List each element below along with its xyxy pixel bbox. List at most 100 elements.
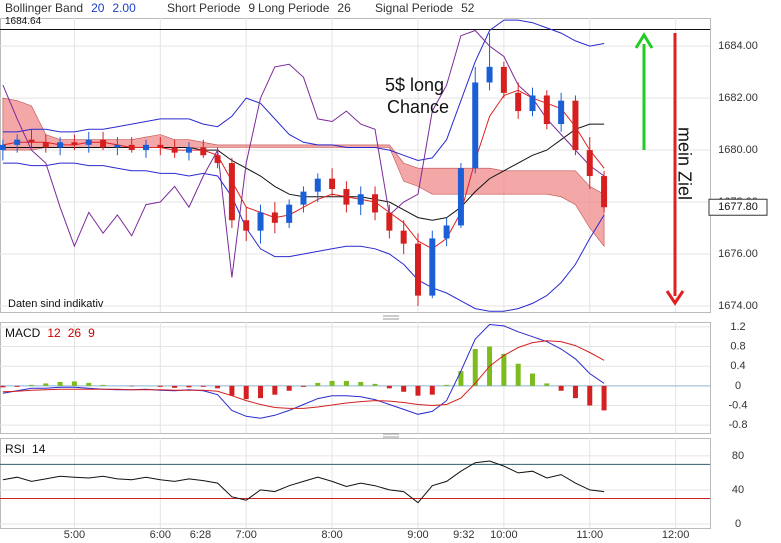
histogram-bar (28, 384, 34, 386)
candle-body (114, 144, 121, 148)
candle-body (329, 178, 336, 190)
histogram-bar (186, 385, 192, 388)
histogram-bar (472, 349, 478, 386)
candle-body (42, 142, 49, 148)
reference-label: 1684.64 (5, 16, 42, 27)
histogram-bar (172, 385, 178, 388)
candle-body (558, 100, 565, 125)
candle-body (171, 147, 178, 153)
candle-body (400, 230, 407, 244)
candle-body (343, 189, 350, 205)
line (2, 162, 605, 312)
histogram-bar (444, 384, 450, 386)
candle-body (185, 147, 192, 153)
histogram-bar (157, 385, 163, 387)
y-tick-label: 0.4 (730, 360, 745, 372)
y-tick-label: -0.8 (729, 419, 748, 431)
histogram-bar (286, 385, 292, 391)
line (2, 340, 605, 409)
note: Daten sind indikativ (8, 298, 104, 310)
candle-body (271, 212, 278, 223)
panel-title: MACD (5, 326, 41, 340)
y-tick-label: 1676.00 (718, 248, 758, 260)
x-tick-label: 10:00 (490, 529, 518, 541)
candle-body (85, 139, 92, 145)
indicator-name: Long Periode (258, 1, 330, 15)
candle-body (472, 82, 479, 169)
y-tick-label: 80 (732, 450, 744, 462)
histogram-bar (587, 385, 593, 406)
histogram-bar (229, 385, 235, 396)
candle-body (100, 139, 107, 148)
indicator-param: 20 (91, 1, 105, 15)
x-tick-label: 9:00 (407, 529, 428, 541)
indicator-param: 9 (248, 1, 255, 15)
x-tick-label: 9:32 (453, 529, 474, 541)
histogram-bar (530, 373, 535, 386)
candle-body (486, 66, 493, 83)
candle-body (157, 144, 164, 148)
histogram-bar (71, 381, 77, 386)
y-tick-label: 1674.00 (718, 300, 758, 312)
last-price-box (708, 198, 768, 216)
candle-body (515, 92, 522, 112)
histogram-bar (272, 385, 278, 395)
histogram-bar (458, 371, 464, 386)
y-tick-label: 1680.00 (718, 144, 758, 156)
price-panel-frame (0, 18, 711, 313)
candle-body (457, 168, 464, 226)
x-tick-label: 6:00 (150, 529, 171, 541)
candle-body (228, 163, 235, 221)
histogram-bar (358, 381, 364, 386)
annotation: Chance (387, 97, 449, 117)
y-tick-label: 0 (735, 518, 741, 530)
candle-body (429, 238, 436, 296)
macd-panel-frame (0, 322, 711, 434)
candle-body (443, 225, 450, 239)
histogram-bar (14, 385, 20, 387)
histogram-bar (300, 385, 306, 387)
line (2, 19, 605, 162)
candle-body (500, 66, 507, 93)
candle-body (0, 144, 6, 151)
histogram-bar (0, 385, 6, 388)
y-tick-label: 1.2 (730, 321, 745, 333)
histogram-bar (501, 353, 507, 386)
histogram-bar (386, 385, 392, 389)
indicator-param: 2.00 (112, 1, 136, 15)
candle-body (214, 155, 221, 164)
indicator-name: Bollinger Band (5, 1, 83, 15)
x-tick-label: 7:00 (235, 529, 256, 541)
candle-body (572, 100, 579, 151)
histogram-bar (215, 385, 221, 389)
histogram-bar (515, 363, 521, 386)
candle-body (543, 95, 550, 125)
histogram-bar (243, 385, 249, 400)
histogram-bar (601, 385, 607, 411)
indicator-name: Short Periode (167, 1, 241, 15)
histogram-bar (572, 385, 578, 399)
histogram-bar (57, 381, 63, 386)
x-tick-label: 5:00 (64, 529, 85, 541)
candle-body (357, 194, 364, 205)
candle-body (372, 194, 379, 213)
candle-body (200, 147, 207, 156)
candle-body (601, 176, 608, 208)
y-tick-label: 0.8 (730, 340, 745, 352)
y-tick-label: 0 (735, 380, 741, 392)
histogram-bar (544, 383, 550, 386)
x-tick-label: 6:28 (190, 529, 211, 541)
line (2, 29, 605, 278)
line (2, 460, 605, 504)
panel-resize-handle[interactable] (383, 315, 399, 320)
panel-param: 14 (32, 442, 46, 456)
histogram-bar (43, 383, 49, 386)
candle-body (71, 142, 78, 145)
histogram-bar (258, 385, 264, 399)
candle-body (414, 243, 421, 296)
x-tick-label: 8:00 (321, 529, 342, 541)
candle-body (128, 144, 135, 151)
candle-body (314, 178, 321, 192)
panel-resize-handle[interactable] (383, 433, 399, 438)
histogram-bar (415, 385, 421, 396)
